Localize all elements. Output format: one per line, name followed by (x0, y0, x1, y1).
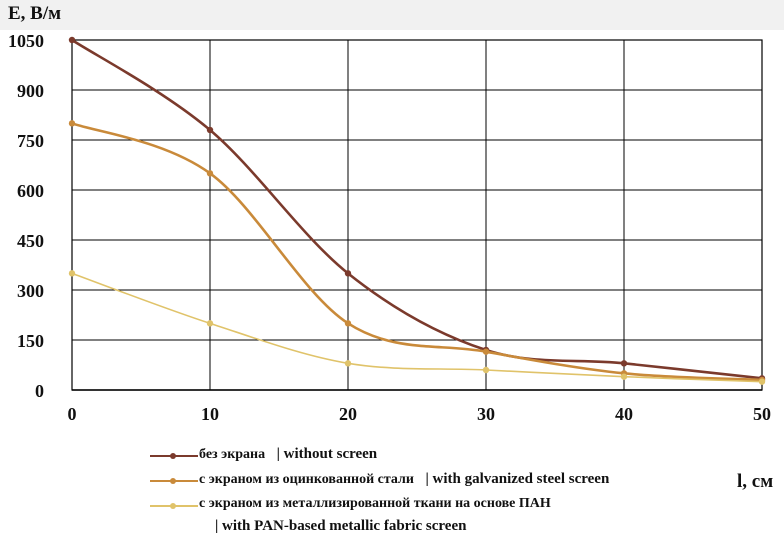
x-tick-label: 30 (477, 404, 495, 424)
data-point (68, 120, 76, 127)
data-point (482, 348, 490, 355)
x-tick-label: 20 (339, 404, 357, 424)
data-point (68, 36, 76, 44)
y-tick-label: 1050 (8, 31, 44, 51)
series-group (68, 36, 766, 385)
y-tick-label: 300 (17, 281, 44, 301)
y-tick-label: 600 (17, 181, 44, 201)
x-tick-label: 0 (68, 404, 77, 424)
y-tick-label: 450 (17, 231, 44, 251)
x-axis-label: l, см (737, 471, 774, 492)
data-point (620, 373, 628, 380)
legend-label-en-3: | with PAN-based metallic fabric screen (215, 518, 467, 534)
series-line-3 (71, 272, 763, 383)
legend-marker-3 (150, 503, 198, 509)
legend-marker-1 (150, 453, 198, 459)
tick-labels: 0 150 300 450 600 750 900 1050 0 10 20 30 40 50 (8, 31, 771, 424)
legend-label-ru-1: без экрана (199, 447, 266, 462)
data-point (206, 126, 214, 134)
legend-label-en-1: | without screen (276, 446, 378, 462)
plot-frame (71, 39, 763, 391)
series-line-2 (71, 122, 763, 382)
data-point (206, 320, 214, 327)
series-line-1 (71, 38, 763, 380)
y-tick-label: 0 (35, 381, 44, 401)
data-point (344, 270, 352, 277)
legend-label-ru-2: с экраном из оцинкованной стали (199, 472, 414, 487)
x-tick-label: 10 (201, 404, 219, 424)
data-point (68, 270, 76, 277)
data-point (758, 378, 766, 385)
data-point (620, 360, 628, 367)
y-tick-label: 150 (17, 331, 44, 351)
legend-label-en-2: | with galvanized steel screen (425, 471, 610, 487)
legend-marker-2 (150, 478, 198, 484)
y-tick-label: 750 (17, 131, 44, 151)
data-point (482, 366, 490, 374)
grid (71, 39, 763, 391)
data-point (344, 360, 352, 367)
y-axis-label: E, В/м (8, 3, 62, 24)
x-tick-label: 50 (753, 404, 771, 424)
x-tick-label: 40 (615, 404, 633, 424)
y-tick-label: 900 (17, 81, 44, 101)
data-point (344, 320, 352, 327)
top-band (0, 0, 784, 30)
legend-label-ru-3: с экраном из металлизированной ткани на … (199, 496, 551, 511)
data-point (206, 170, 214, 177)
